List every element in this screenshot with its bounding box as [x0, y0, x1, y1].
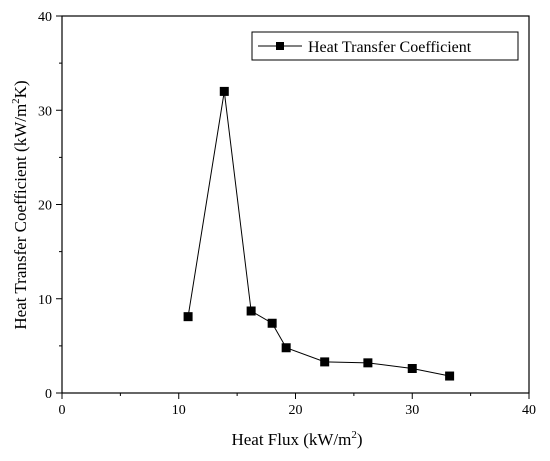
y-tick-label: 40: [38, 10, 52, 25]
legend-label: Heat Transfer Coefficient: [308, 39, 472, 56]
x-axis-title-end: ): [357, 430, 363, 449]
series-layer: [183, 86, 455, 381]
y-tick-label: 0: [45, 387, 52, 402]
data-point: [183, 312, 193, 322]
x-tick-label: 20: [289, 403, 303, 418]
y-axis-title: Heat Transfer Coefficient (kW/m2K): [10, 80, 30, 329]
y-axis-ticks: 0 10 20 30 40: [38, 10, 62, 402]
x-axis-title: Heat Flux (kW/m2): [231, 429, 362, 449]
legend-marker: [276, 42, 284, 50]
x-axis-ticks: 0 10 20 30 40: [59, 393, 536, 418]
y-tick-label: 20: [38, 199, 52, 214]
x-tick-label: 0: [59, 403, 66, 418]
y-axis-title-end: K): [11, 80, 30, 98]
legend: Heat Transfer Coefficient: [251, 31, 519, 61]
data-point: [246, 306, 256, 316]
data-point: [267, 318, 277, 328]
data-point: [219, 86, 229, 96]
y-tick-label: 10: [38, 293, 52, 308]
legend-box: [251, 31, 519, 61]
x-tick-label: 10: [172, 403, 186, 418]
y-axis-title-sup: 2: [10, 98, 22, 104]
data-point: [445, 371, 455, 381]
data-point: [281, 343, 291, 353]
plot-frame: [61, 15, 530, 394]
x-tick-label: 30: [405, 403, 419, 418]
y-tick-label: 30: [38, 104, 52, 119]
x-axis-title-sup: 2: [351, 429, 357, 441]
x-tick-label: 40: [522, 403, 536, 418]
data-point: [363, 358, 373, 368]
data-point: [320, 357, 330, 367]
series-line: [187, 91, 450, 377]
data-point: [407, 363, 417, 373]
